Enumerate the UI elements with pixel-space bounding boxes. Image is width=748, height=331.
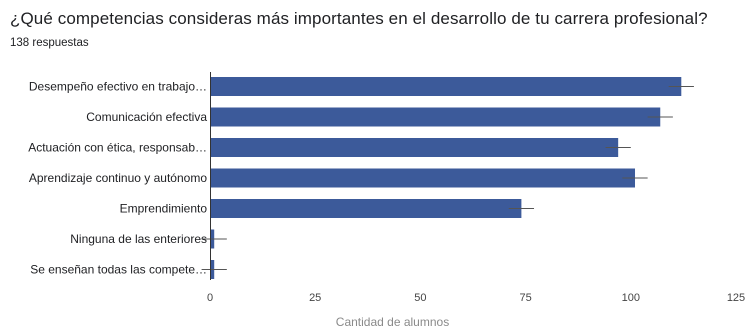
x-tick-label: 25 [309, 292, 321, 304]
bar [210, 77, 682, 96]
x-axis-title: Cantidad de alumnos [336, 315, 449, 329]
response-count: 138 respuestas [10, 37, 89, 49]
bar [210, 199, 522, 218]
category-label: Aprendizaje continuo y autónomo [29, 171, 207, 185]
category-label: Actuación con ética, responsab… [28, 141, 207, 155]
category-label: Se enseñan todas las compete… [30, 263, 207, 277]
bar [210, 138, 619, 157]
bar [210, 168, 636, 188]
category-label: Ninguna de las enteriores [70, 232, 207, 246]
x-tick-label: 100 [622, 292, 640, 304]
bar [210, 107, 661, 127]
question-title: ¿Qué competencias consideras más importa… [10, 9, 708, 28]
bars-layer [201, 72, 694, 280]
category-labels: Desempeño efectivo en trabajo… Comunicaci… [28, 80, 207, 277]
category-label: Emprendimiento [120, 202, 208, 216]
category-label: Desempeño efectivo en trabajo… [29, 80, 207, 94]
x-tick-label: 0 [207, 292, 213, 304]
x-tick-label: 125 [727, 292, 745, 304]
x-axis-ticks: 0 25 50 75 100 125 [207, 292, 745, 304]
category-label: Comunicación efectiva [86, 110, 207, 124]
x-tick-label: 75 [519, 292, 531, 304]
x-tick-label: 50 [414, 292, 426, 304]
